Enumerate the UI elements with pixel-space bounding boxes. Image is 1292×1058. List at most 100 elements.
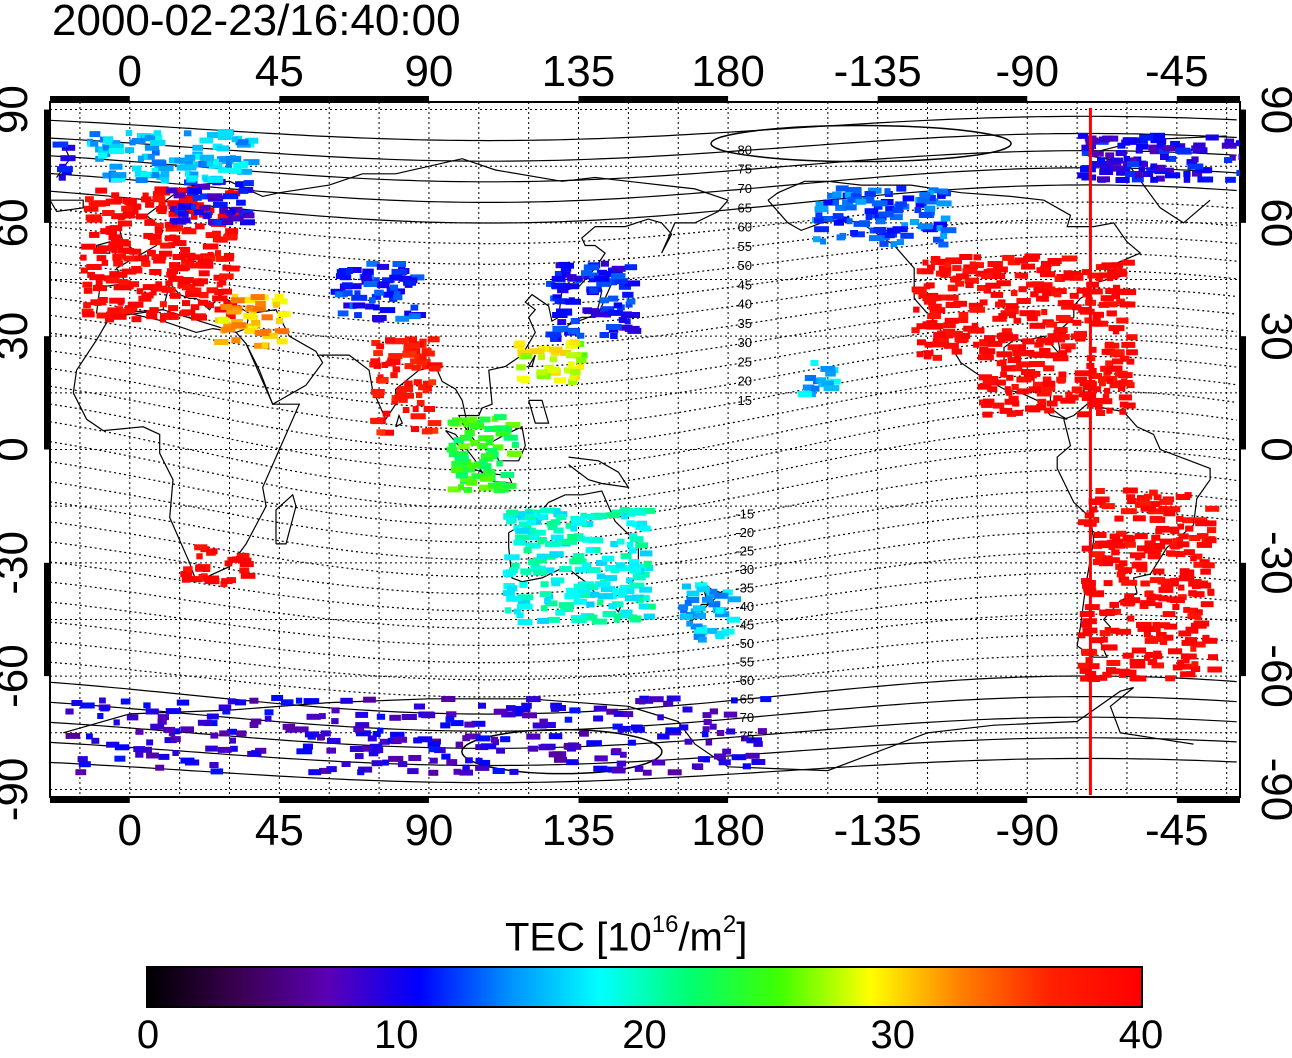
tec-cell — [814, 217, 824, 224]
contour-label: -35 — [735, 580, 754, 595]
tec-cell — [173, 192, 186, 199]
tec-cell — [1074, 370, 1091, 377]
tec-cell — [1192, 170, 1203, 177]
tec-cell — [112, 253, 126, 260]
tec-cell — [1036, 337, 1053, 344]
tec-cell — [213, 219, 223, 226]
tec-cell — [587, 567, 601, 574]
tec-cell — [887, 227, 901, 234]
tec-cell — [540, 605, 548, 612]
tec-cell — [1154, 551, 1161, 558]
tec-cell — [1079, 611, 1095, 617]
colorbar-title-exponent: 16 — [651, 911, 679, 938]
contour-line — [50, 654, 1237, 698]
tec-cell — [574, 566, 588, 573]
tec-cell — [846, 218, 853, 225]
tec-cell — [979, 339, 995, 346]
tec-cell — [118, 279, 129, 286]
coastline — [528, 399, 550, 424]
tec-cell — [550, 349, 560, 356]
tec-cell — [1185, 525, 1194, 532]
tec-cell — [548, 751, 563, 758]
tec-cell — [581, 562, 591, 569]
tec-cell — [1165, 675, 1176, 682]
tec-cell — [254, 330, 270, 336]
tec-cell — [959, 332, 971, 339]
tec-cell — [210, 768, 224, 775]
tec-cell — [558, 705, 566, 711]
tec-cell — [102, 172, 109, 179]
tec-cell — [331, 718, 339, 725]
left-latitude-label: -60 — [0, 644, 37, 708]
tec-cell — [1106, 407, 1113, 414]
tec-cell — [1080, 675, 1092, 682]
tec-cell — [334, 291, 348, 298]
tec-cell — [446, 711, 457, 718]
tec-cell — [940, 227, 957, 234]
tec-cell — [306, 713, 321, 720]
tec-cell — [1235, 140, 1240, 147]
tec-cell — [1145, 652, 1153, 658]
tec-cell — [607, 295, 619, 302]
tec-cell — [927, 190, 934, 197]
tec-cell — [1136, 143, 1149, 150]
tec-cell — [133, 746, 145, 753]
tec-cell — [464, 733, 481, 740]
tec-cell — [1061, 303, 1077, 310]
tec-cell — [271, 695, 284, 701]
tec-cell — [1221, 142, 1237, 149]
tec-cell — [1172, 604, 1180, 610]
tec-cell — [551, 282, 566, 289]
tec-cell — [544, 600, 558, 607]
tec-cell — [926, 323, 941, 330]
tec-cell — [194, 183, 211, 190]
tec-cell — [236, 199, 246, 206]
tec-cell — [560, 265, 572, 272]
tec-cell — [702, 712, 712, 719]
tec-cell — [378, 377, 387, 384]
tec-cell — [640, 525, 651, 532]
tec-cell — [180, 726, 194, 733]
tec-cell — [1116, 169, 1124, 176]
tec-cell — [938, 188, 948, 195]
colorbar-title-unit: /m — [678, 915, 723, 960]
tec-cell — [924, 298, 937, 305]
tec-cell — [977, 383, 992, 390]
tec-cell — [150, 140, 166, 146]
tec-cell — [389, 284, 399, 291]
tec-cell — [197, 259, 212, 265]
contour-line — [50, 184, 1237, 224]
tec-cell — [118, 214, 125, 221]
tec-cell — [1166, 550, 1175, 557]
tec-cell — [187, 254, 201, 261]
tec-cell — [1027, 315, 1038, 322]
tec-cell — [178, 210, 189, 217]
tec-cell — [243, 312, 254, 319]
tec-cell — [597, 593, 613, 600]
tec-cell — [1098, 272, 1112, 279]
tec-cell — [1019, 310, 1035, 317]
tec-cell — [628, 547, 637, 554]
tec-cell — [342, 282, 353, 289]
tec-cell — [565, 342, 578, 349]
tec-cell — [1121, 341, 1136, 348]
tec-cell — [563, 283, 580, 290]
tec-cell — [1158, 595, 1169, 602]
tec-cell — [454, 455, 469, 462]
top-frame-segment — [279, 96, 429, 102]
tec-cell — [602, 611, 617, 617]
tec-cell — [544, 366, 560, 373]
tec-cell — [998, 313, 1008, 319]
tec-cell — [1084, 317, 1092, 324]
tec-cell — [599, 332, 610, 338]
tec-cell — [1180, 653, 1190, 660]
tec-cell — [684, 738, 693, 745]
left-latitude-label: 90 — [0, 85, 37, 134]
tec-cell — [274, 328, 290, 335]
tec-cell — [742, 763, 751, 770]
tec-cell — [707, 627, 718, 634]
tec-cell — [1071, 304, 1082, 311]
tec-cell — [127, 281, 139, 288]
tec-cell — [132, 138, 146, 144]
tec-cell — [610, 333, 618, 339]
